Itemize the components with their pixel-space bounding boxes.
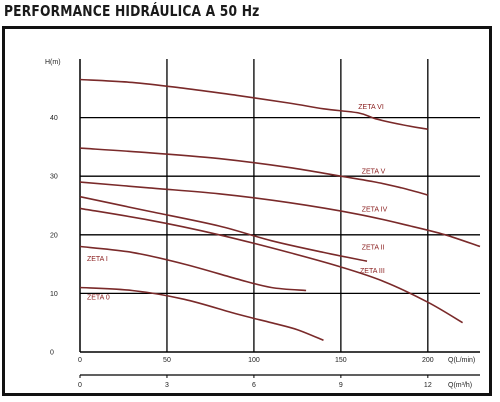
x2-tick-label: 0 (78, 382, 82, 389)
x-tick-label: 50 (163, 357, 171, 364)
x-tick-label: 100 (248, 357, 260, 364)
tick-labels: 0 10 20 30 40 0 50 100 150 200 0 3 6 9 12 (50, 115, 434, 389)
curve-label: ZETA V (362, 168, 386, 175)
series-line-2 (79, 147, 429, 196)
y-tick-label: 30 (50, 174, 58, 181)
y-tick-label: 0 (50, 350, 54, 357)
y-tick-label: 20 (50, 232, 58, 239)
y-axis-label: H(m) (45, 59, 61, 66)
x2-axis-label: Q(m³/h) (448, 382, 472, 389)
x-tick-label: 0 (78, 357, 82, 364)
x-tick-label: 200 (422, 357, 434, 364)
curve-label: ZETA 0 (87, 294, 110, 301)
series-line-7 (79, 286, 324, 342)
chart-title: PERFORMANCE HIDRÁULICA A 50 Hz (4, 2, 260, 20)
curve-label: ZETA II (362, 244, 385, 251)
x2-tick-label: 12 (424, 382, 432, 389)
x-axis-label: Q(L/min) (448, 357, 475, 364)
series-line-1 (79, 78, 428, 131)
curve-label: ZETA III (360, 268, 385, 275)
series-line-5 (79, 195, 368, 262)
grid (79, 59, 480, 376)
curve-label: ZETA I (87, 256, 108, 263)
x2-tick-label: 3 (165, 382, 169, 389)
series (79, 78, 481, 342)
y-tick-label: 10 (50, 291, 58, 298)
curve-labels: ZETA VI ZETA V ZETA IV ZETA II ZETA III ZETA … (87, 104, 388, 301)
series-line-3 (79, 181, 481, 248)
y-tick-label: 40 (50, 115, 58, 122)
series-line-4 (79, 207, 464, 324)
curve-label: ZETA IV (362, 206, 388, 213)
chart-frame (2, 26, 492, 396)
x-tick-label: 150 (335, 357, 347, 364)
x2-tick-label: 6 (252, 382, 256, 389)
curve-label: ZETA VI (358, 104, 384, 111)
series-line-6 (79, 245, 307, 292)
x2-tick-label: 9 (339, 382, 343, 389)
